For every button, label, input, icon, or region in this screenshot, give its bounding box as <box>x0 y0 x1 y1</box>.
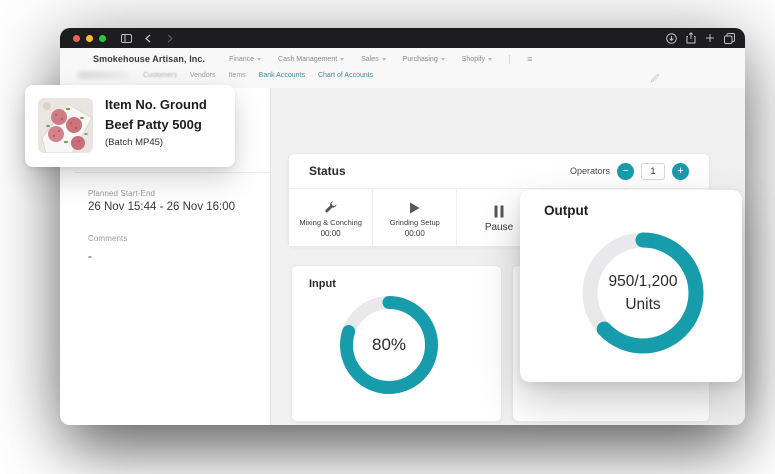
fullscreen-button[interactable] <box>99 34 106 42</box>
pause-icon <box>494 204 504 218</box>
play-icon <box>409 200 420 214</box>
chevron-down-icon <box>340 57 345 61</box>
grinding-setup-button[interactable]: Grinding Setup 00:00 <box>373 189 458 246</box>
chevron-down-icon <box>440 57 445 61</box>
input-card: Input 80% <box>291 265 502 422</box>
traffic-lights <box>73 34 112 42</box>
tabs-overview-icon[interactable] <box>724 32 735 44</box>
chevron-down-icon <box>488 57 493 61</box>
timer-value: 00:00 <box>404 228 425 238</box>
tab-items[interactable]: Items <box>228 71 246 79</box>
input-donut-chart: 80% <box>339 295 439 395</box>
status-title: Status <box>309 164 346 178</box>
tab-chart-of-accounts[interactable]: Chart of Accounts <box>317 71 374 79</box>
chevron-down-icon <box>381 57 386 61</box>
menu-purchasing[interactable]: Purchasing <box>403 56 445 63</box>
comments-value: - <box>88 251 92 263</box>
planned-start-end-label: Planned Start-End <box>88 189 156 198</box>
item-title-line2: Beef Patty 500g <box>105 116 202 132</box>
item-popup-card: Item No. Ground Beef Patty 500g (Batch M… <box>25 85 235 167</box>
wrench-icon <box>324 200 338 214</box>
browser-titlebar <box>60 28 745 48</box>
input-title: Input <box>309 278 336 290</box>
menu-sales[interactable]: Sales <box>361 56 386 63</box>
output-title: Output <box>544 203 589 218</box>
output-popup-card: Output 950/1,200 Units <box>520 190 742 382</box>
item-batch-number: (Batch MP45) <box>105 137 164 148</box>
timer-value: 00:00 <box>320 228 341 238</box>
output-units-label: Units <box>625 296 661 313</box>
menu-shopify[interactable]: Shopify <box>462 56 493 63</box>
tab-vendors[interactable]: Vendors <box>189 71 216 79</box>
sidebar-icon[interactable] <box>118 31 134 45</box>
mixing-conching-button[interactable]: Mixing & Conching 00:00 <box>289 189 374 246</box>
nav-divider <box>509 54 511 64</box>
output-units-value: 950/1,200 <box>608 272 678 290</box>
beef-patty-photo <box>38 98 93 153</box>
browser-window: Smokehouse Artisan, Inc. Finance Cash Ma… <box>60 28 745 425</box>
tab-customers[interactable]: Customers <box>143 71 177 79</box>
chevron-down-icon <box>257 57 262 61</box>
forward-icon[interactable] <box>162 31 178 45</box>
item-title-line1: Item No. Ground <box>105 97 207 112</box>
operators-count-input[interactable] <box>641 162 665 180</box>
operators-decrement-button[interactable]: − <box>617 162 634 180</box>
planned-start-end-value: 26 Nov 15:44 - 26 Nov 16:00 <box>88 201 236 213</box>
edit-pencil-icon[interactable] <box>650 70 660 88</box>
back-icon[interactable] <box>140 31 156 45</box>
tab-bank-accounts[interactable]: Bank Accounts <box>258 71 305 79</box>
nav-tab-obscured <box>78 71 130 79</box>
input-percent-value: 80% <box>371 335 407 354</box>
operators-stepper: Operators − + <box>569 162 689 180</box>
share-icon[interactable] <box>686 32 696 44</box>
menu-cash-management[interactable]: Cash Management <box>278 56 345 63</box>
app-navbar: Smokehouse Artisan, Inc. Finance Cash Ma… <box>60 48 745 89</box>
output-donut-chart: 950/1,200 Units <box>581 231 705 355</box>
operators-increment-button[interactable]: + <box>672 162 689 180</box>
more-menu-icon[interactable]: ≡ <box>527 53 533 64</box>
company-name: Smokehouse Artisan, Inc. <box>93 54 206 64</box>
download-icon[interactable] <box>666 32 677 44</box>
close-button[interactable] <box>73 34 80 42</box>
divider <box>75 172 270 173</box>
new-tab-icon[interactable] <box>705 33 715 43</box>
comments-label: Comments <box>88 234 128 243</box>
menu-finance[interactable]: Finance <box>229 56 262 63</box>
operators-label: Operators <box>569 166 610 176</box>
minimize-button[interactable] <box>86 34 93 42</box>
